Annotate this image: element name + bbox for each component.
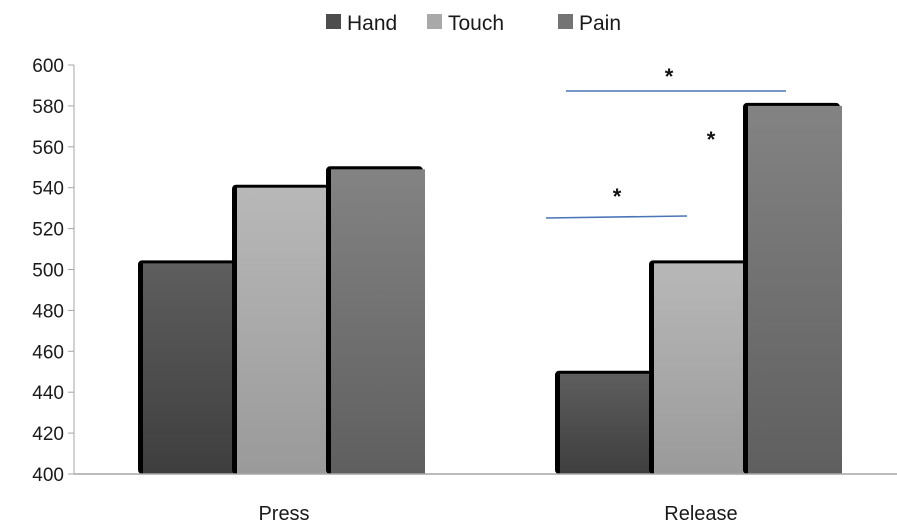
significance-line [545, 215, 688, 219]
y-tick-label: 480 [32, 301, 64, 322]
legend: Hand Touch Pain [326, 12, 621, 35]
bar-press-hand [143, 263, 237, 474]
y-tick-label: 420 [32, 424, 64, 445]
x-category-label-release: Release [664, 503, 737, 525]
significance-marker: * [707, 127, 716, 152]
x-axis: Press Release [74, 473, 897, 525]
y-tick-label: 560 [32, 138, 64, 159]
legend-label-pain: Pain [579, 12, 621, 35]
legend-label-touch: Touch [448, 12, 504, 35]
y-tick-label: 600 [32, 56, 64, 77]
legend-swatch-touch [427, 14, 442, 29]
bar-press-pain [331, 169, 425, 475]
bar-press-touch [237, 187, 331, 474]
significance-marker: * [613, 184, 622, 209]
annotations: * * * [545, 64, 786, 219]
x-category-label-press: Press [258, 503, 309, 525]
y-tick-label: 540 [32, 179, 64, 200]
y-tick-label: 580 [32, 97, 64, 118]
bars [138, 102, 842, 475]
significance-marker: * [665, 64, 674, 89]
y-axis: 400 420 440 460 480 500 520 540 560 580 600 [32, 56, 75, 486]
y-tick-label: 520 [32, 220, 64, 241]
y-tick-label: 440 [32, 383, 64, 404]
bar-release-hand [560, 373, 654, 474]
y-tick-label: 500 [32, 261, 64, 282]
y-tick-label: 460 [32, 342, 64, 363]
legend-label-hand: Hand [347, 12, 397, 35]
legend-swatch-hand [326, 14, 341, 29]
bar-release-touch [654, 263, 748, 474]
y-tick-label: 400 [32, 465, 64, 486]
bar-release-pain [748, 105, 842, 475]
legend-swatch-pain [558, 14, 573, 29]
